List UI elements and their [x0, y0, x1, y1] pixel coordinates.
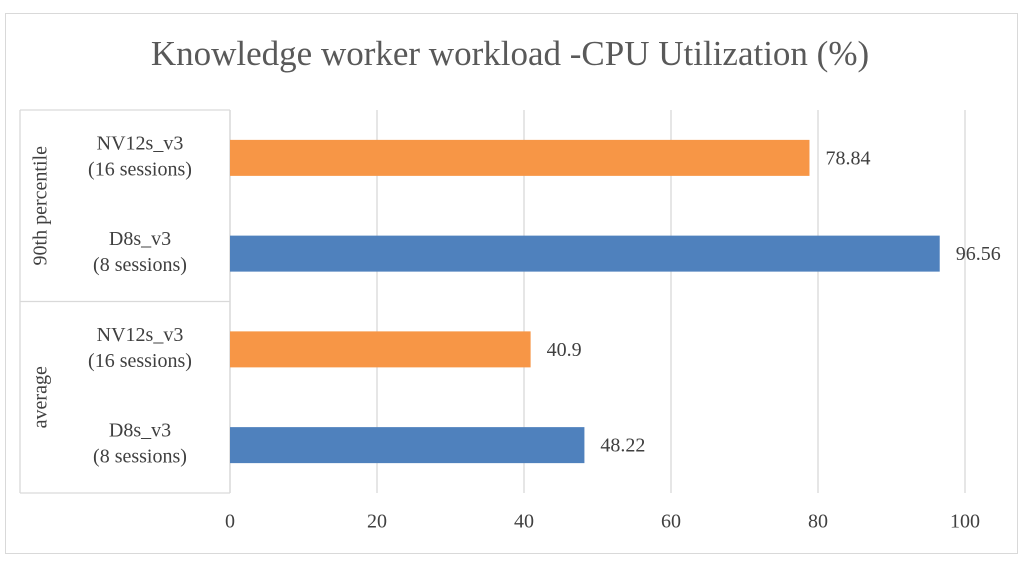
x-tick-label: 100	[950, 511, 980, 533]
y-tick-label: (8 sessions)	[93, 254, 187, 276]
chart-border	[5, 13, 1018, 554]
bar	[230, 427, 585, 464]
bar	[230, 139, 810, 176]
bar	[230, 331, 531, 368]
group-label: average	[30, 366, 52, 428]
y-tick-label: NV12s_v3	[97, 132, 184, 154]
group-label: 90th percentile	[30, 146, 52, 266]
y-tick-label: (16 sessions)	[88, 158, 192, 180]
y-tick-label: (8 sessions)	[93, 446, 187, 468]
x-tick-label: 60	[661, 511, 681, 533]
y-tick-label: D8s_v3	[109, 420, 171, 442]
data-label: 48.22	[600, 435, 645, 457]
x-tick-label: 40	[514, 511, 534, 533]
data-label: 40.9	[547, 339, 582, 361]
y-tick-label: (16 sessions)	[88, 350, 192, 372]
x-tick-label: 80	[808, 511, 828, 533]
chart-title: Knowledge worker workload -CPU Utilizati…	[151, 34, 869, 73]
x-tick-label: 20	[367, 511, 387, 533]
y-tick-label: NV12s_v3	[97, 324, 184, 346]
y-tick-label: D8s_v3	[109, 228, 171, 250]
bar	[230, 235, 940, 272]
data-label: 78.84	[825, 147, 870, 169]
x-tick-label: 0	[225, 511, 235, 533]
data-label: 96.56	[956, 243, 1001, 265]
